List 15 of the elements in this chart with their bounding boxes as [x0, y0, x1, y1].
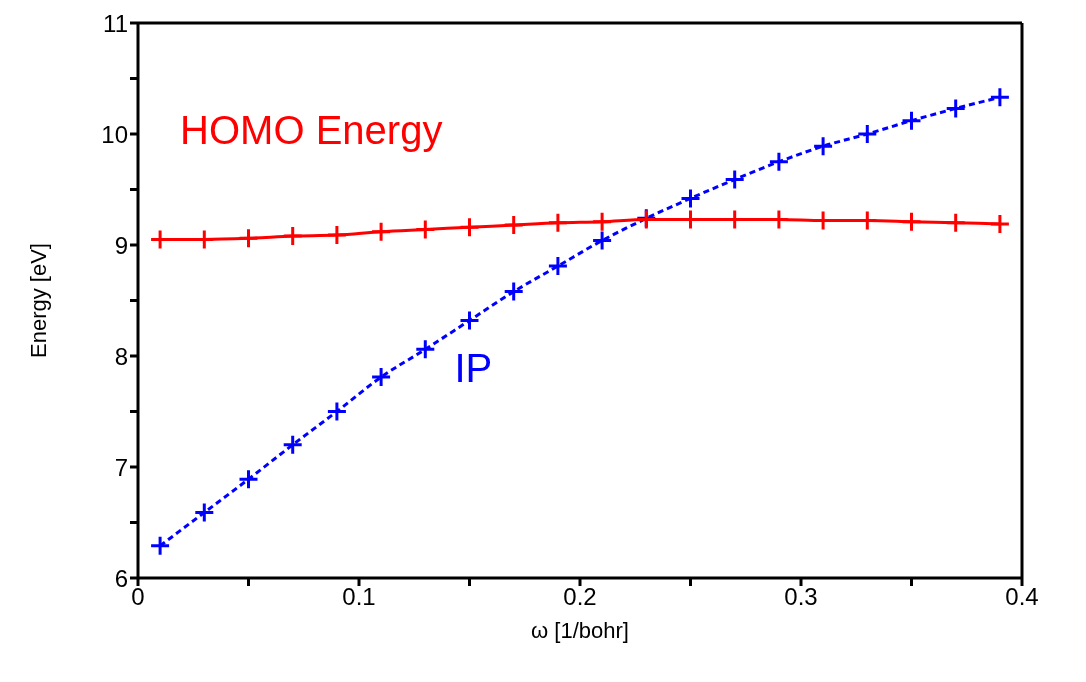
y-tick-label: 10 — [101, 120, 128, 148]
x-tick-label: 0.4 — [1005, 583, 1039, 611]
x-tick-label: 0.1 — [342, 583, 376, 611]
x-tick-label: 0.3 — [784, 583, 818, 611]
y-tick-label: 6 — [114, 564, 128, 592]
y-tick-label: 7 — [114, 453, 128, 481]
x-axis-title: ω [1/bohr] — [531, 618, 629, 643]
x-tick-label: 0 — [131, 583, 145, 611]
series-label: IP — [454, 346, 493, 391]
series-label: HOMO Energy — [180, 108, 443, 153]
x-tick-label: 0.2 — [563, 583, 597, 611]
y-tick-label: 8 — [114, 342, 128, 370]
y-tick-label: 11 — [103, 9, 128, 37]
y-axis-title: Energy [eV] — [25, 243, 51, 358]
y-tick-label: 9 — [114, 231, 128, 259]
